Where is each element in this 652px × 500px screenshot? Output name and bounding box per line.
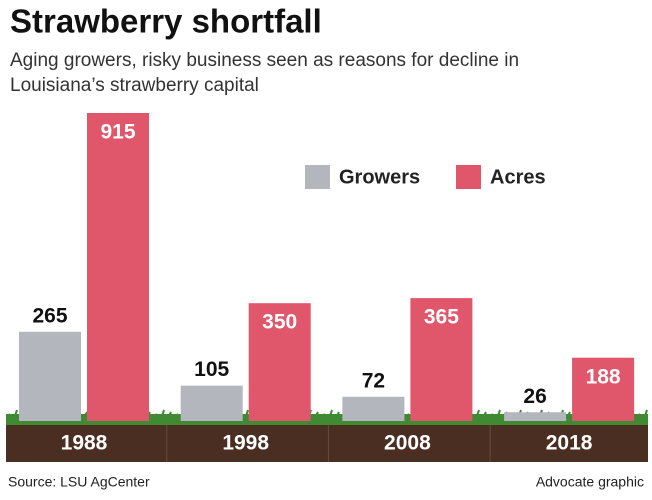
x-tick-label: 1988 <box>61 432 108 455</box>
grass-blade <box>329 409 333 417</box>
value-label: 26 <box>523 385 546 408</box>
grass-blade <box>168 411 172 417</box>
chart-subtitle: Aging growers, risky business seen as re… <box>10 50 519 71</box>
legend-swatch <box>305 165 330 189</box>
grass-blade <box>497 409 501 417</box>
source: Source: LSU AgCenter <box>8 474 150 490</box>
credit: Advocate graphic <box>536 474 644 490</box>
x-tick-label: 2018 <box>546 432 593 455</box>
grass-blade <box>154 413 158 417</box>
grass-blade <box>175 413 179 417</box>
value-label: 72 <box>362 369 385 392</box>
grass-blade <box>483 411 487 417</box>
bar <box>504 412 567 421</box>
legend-swatch <box>456 165 481 189</box>
value-label: 188 <box>586 365 621 388</box>
grass-blade <box>7 413 11 417</box>
bar <box>572 357 635 421</box>
chart-subtitle: Louisiana’s strawberry capital <box>10 75 259 96</box>
value-label: 265 <box>32 304 67 327</box>
x-tick-label: 2008 <box>384 432 431 455</box>
bar <box>342 396 405 421</box>
bar <box>410 298 473 421</box>
grass-blade <box>490 413 494 417</box>
grass-blade <box>161 409 165 417</box>
grass-blade <box>644 409 648 417</box>
bar <box>180 385 243 421</box>
grass <box>6 414 648 425</box>
grass-blade <box>84 411 88 417</box>
grass-blade <box>476 409 480 417</box>
legend-label: Acres <box>490 166 546 188</box>
grass-blade <box>245 409 249 417</box>
grass-blade <box>322 413 326 417</box>
x-tick-label: 1998 <box>222 432 269 455</box>
grass-blade <box>567 411 571 417</box>
value-label: 350 <box>262 311 297 334</box>
grass-blade <box>14 409 18 417</box>
value-label: 915 <box>100 121 135 144</box>
bar <box>19 331 81 421</box>
grass-blade <box>315 411 319 417</box>
chart-title: Strawberry shortfall <box>10 3 322 40</box>
bar <box>248 303 311 421</box>
value-label: 105 <box>194 358 229 381</box>
bar <box>87 113 149 421</box>
value-label: 365 <box>424 306 459 329</box>
grass-blade <box>406 413 410 417</box>
grass-blade <box>336 411 340 417</box>
grass-blade <box>637 413 641 417</box>
legend-label: Growers <box>339 166 420 188</box>
ground <box>6 425 648 462</box>
